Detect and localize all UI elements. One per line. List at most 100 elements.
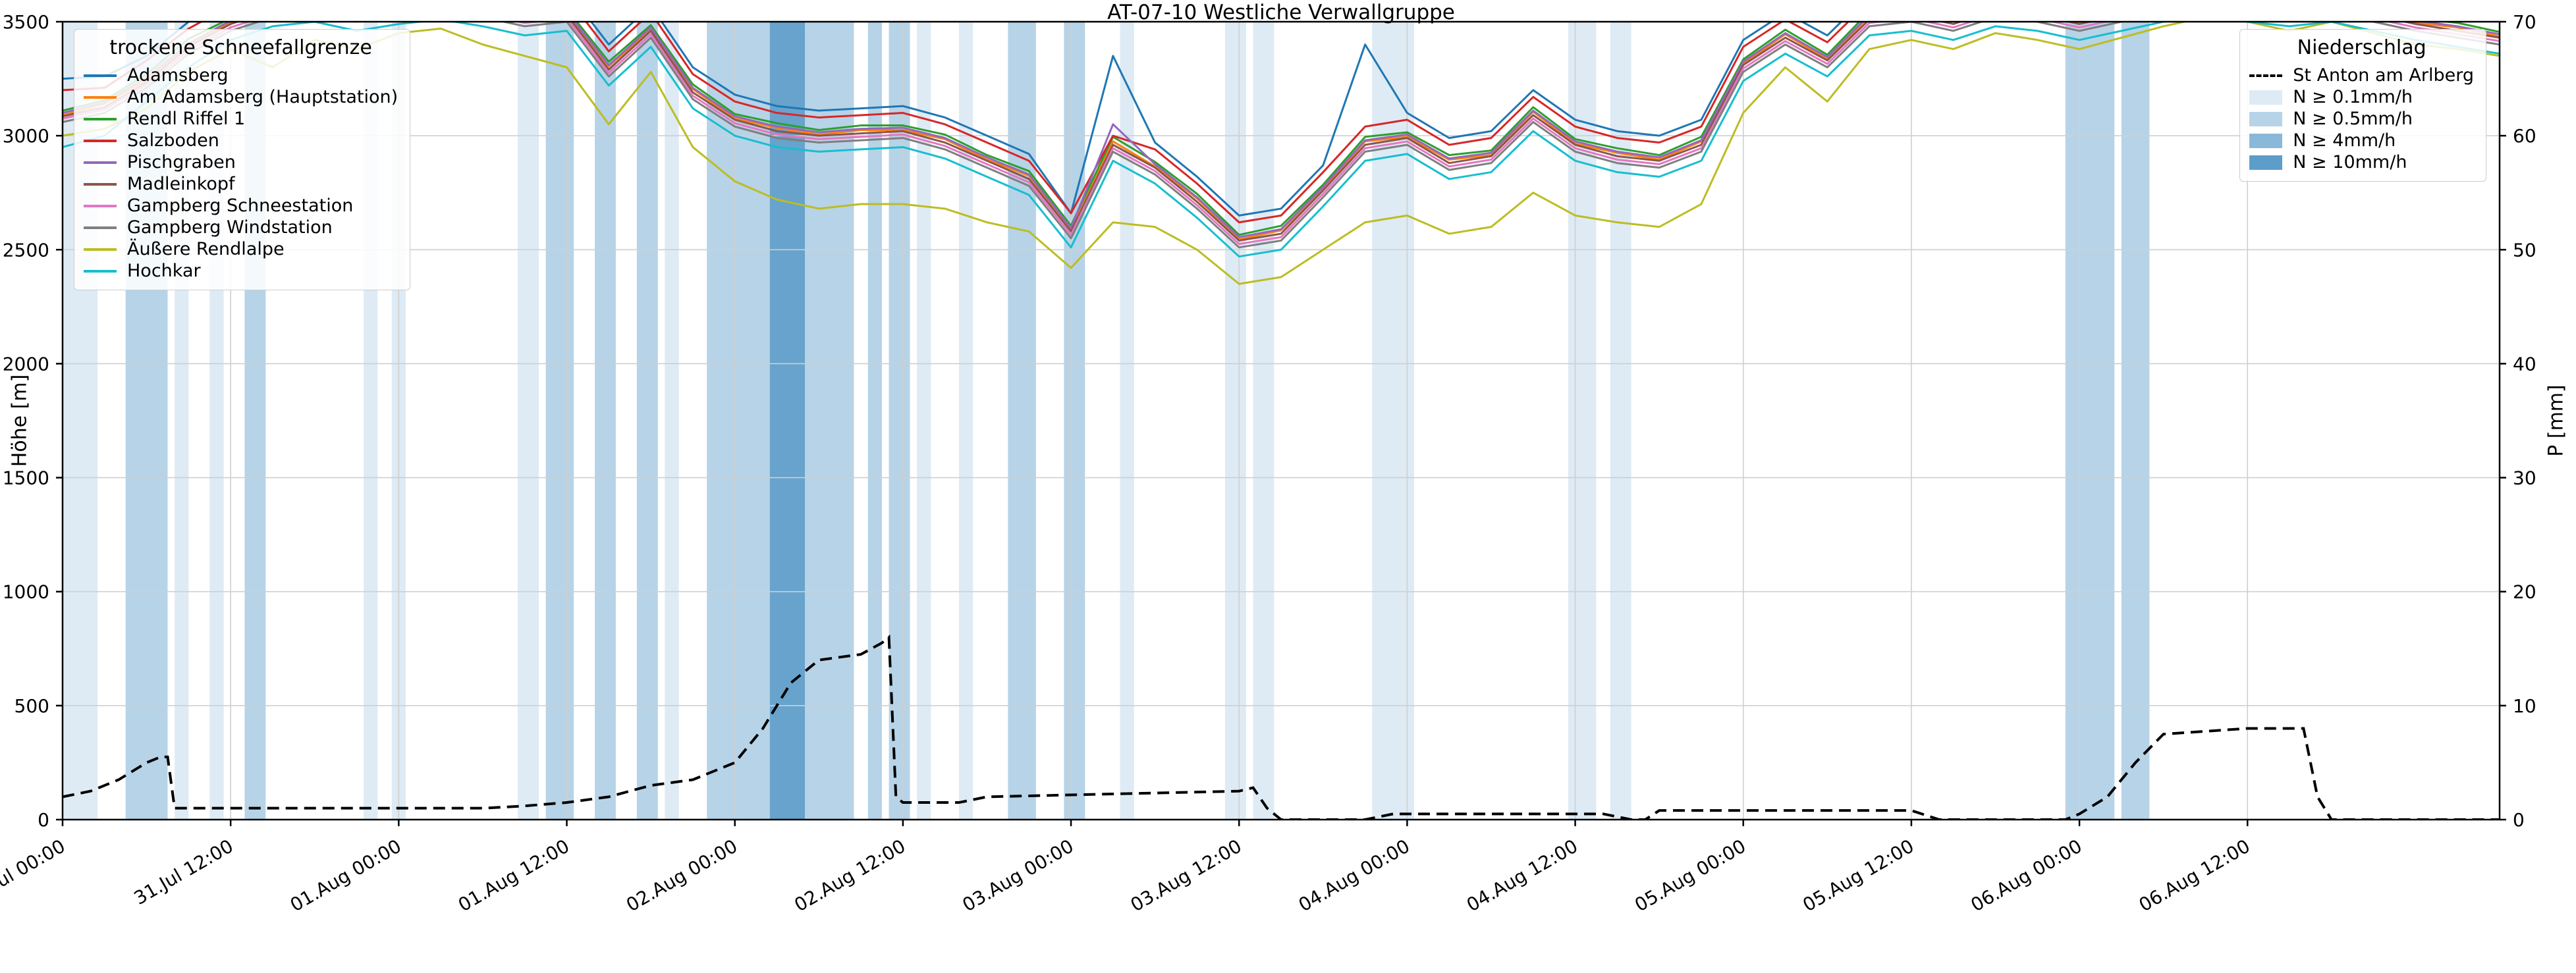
- y-left-tick-label: 2000: [3, 353, 49, 375]
- y-right-tick-label: 50: [2513, 239, 2536, 261]
- precip-band: [769, 22, 806, 820]
- series-line-am-adamsberg-hauptstation: [63, 22, 2500, 241]
- precip-band: [2121, 22, 2150, 820]
- series-line-adamsberg: [63, 22, 1843, 217]
- band-swatch-icon: [2249, 155, 2283, 170]
- precip-band: [636, 22, 658, 820]
- precip-band: [1253, 22, 1274, 820]
- precip-band: [518, 22, 539, 820]
- chart-title: AT-07-10 Westliche Verwallgruppe: [1107, 1, 1455, 24]
- y-axis-label-right: P [mm]: [2544, 384, 2568, 457]
- x-tick-label: 01.Aug 12:00: [454, 835, 573, 916]
- legend-item-n-0-1mm-h: N ≥ 0.1mm/h: [2249, 86, 2474, 108]
- y-axis-label-left: Höhe [m]: [8, 374, 32, 467]
- x-tick-label: 05.Aug 00:00: [1631, 835, 1749, 916]
- x-tick-label: 04.Aug 12:00: [1463, 835, 1581, 916]
- line-swatch-icon: [84, 248, 117, 251]
- x-tick-label: 06.Aug 00:00: [1967, 835, 2086, 916]
- line-swatch-icon: [84, 269, 117, 273]
- y-right-tick-label: 70: [2513, 11, 2536, 33]
- legend-item-n-0-1mm-h-label: N ≥ 0.1mm/h: [2293, 87, 2413, 107]
- line-swatch-icon: [84, 139, 117, 142]
- legend-item-n-10mm-h: N ≥ 10mm/h: [2249, 151, 2474, 173]
- legend-item-rendl-riffel-1: Rendl Riffel 1: [84, 108, 398, 130]
- y-right-tick-label: 40: [2513, 353, 2536, 375]
- legend-item-adamsberg-label: Adamsberg: [127, 65, 229, 86]
- precip-band: [665, 22, 679, 820]
- x-tick-label: 01.Aug 00:00: [287, 835, 405, 916]
- y-right-tick-label: 60: [2513, 125, 2536, 147]
- y-right-tick-label: 30: [2513, 467, 2536, 489]
- series-line-gampberg-windstation: [63, 22, 2500, 249]
- precip-band: [595, 22, 616, 820]
- legend-item-gampberg-schneestation-label: Gampberg Schneestation: [127, 196, 354, 216]
- snowline-series: [63, 22, 2500, 285]
- x-tick-label: 05.Aug 12:00: [1799, 835, 1917, 916]
- legend-item-am-adamsberg-hauptstation-label: Am Adamsberg (Hauptstation): [127, 87, 398, 107]
- series-line-hochkar: [63, 22, 2500, 258]
- snowline-legend-items: Adamsberg Am Adamsberg (Hauptstation) Rend…: [84, 65, 398, 282]
- line-swatch-icon: [84, 182, 117, 186]
- y-left-tick-label: 1000: [3, 581, 49, 603]
- precip-band: [1568, 22, 1597, 820]
- legend-item-gampberg-schneestation: Gampberg Schneestation: [84, 195, 398, 217]
- legend-item-salzboden-label: Salzboden: [127, 130, 219, 151]
- legend-item-rendl-riffel-1-label: Rendl Riffel 1: [127, 109, 246, 129]
- legend-item-n-0-5mm-h-label: N ≥ 0.5mm/h: [2293, 109, 2413, 129]
- precip-band: [1610, 22, 1631, 820]
- y-left-tick-label: 3000: [3, 125, 49, 147]
- line-swatch-icon: [84, 74, 117, 77]
- x-tick-label: 31.Jul 00:00: [0, 835, 69, 909]
- tick-marks: [56, 20, 2506, 826]
- precip-band: [1064, 22, 1085, 820]
- snowline-legend: trockene Schneefallgrenze Adamsberg Am Ad…: [74, 29, 411, 290]
- legend-item-n-4mm-h: N ≥ 4mm/h: [2249, 130, 2474, 151]
- x-tick-label: 31.Jul 12:00: [130, 835, 237, 909]
- precip-legend-items: St Anton am Arlberg N ≥ 0.1mm/h N ≥ 0.5mm/…: [2249, 65, 2474, 173]
- y-left-tick-label: 2500: [3, 239, 49, 261]
- y-left-tick-label: 500: [14, 695, 49, 717]
- legend-item-madleinkopf: Madleinkopf: [84, 173, 398, 195]
- precip-band: [1008, 22, 1036, 820]
- line-swatch-icon: [84, 117, 117, 120]
- band-swatch-icon: [2249, 111, 2283, 126]
- legend-item-u-ere-rendlalpe-label: Äußere Rendlalpe: [127, 239, 285, 259]
- y-right-tick-label: 0: [2513, 809, 2525, 831]
- line-swatch-icon: [84, 204, 117, 207]
- legend-item-salzboden: Salzboden: [84, 130, 398, 151]
- legend-item-n-0-5mm-h: N ≥ 0.5mm/h: [2249, 108, 2474, 130]
- legend-item-u-ere-rendlalpe: Äußere Rendlalpe: [84, 238, 398, 260]
- legend-item-am-adamsberg-hauptstation: Am Adamsberg (Hauptstation): [84, 86, 398, 108]
- legend-item-gampberg-windstation: Gampberg Windstation: [84, 217, 398, 238]
- y-left-tick-label: 0: [38, 809, 49, 831]
- dashed-line-swatch-icon: [2249, 74, 2283, 77]
- y-right-tick-label: 10: [2513, 695, 2536, 717]
- series-line-salzboden: [63, 22, 1850, 224]
- x-tick-label: 06.Aug 12:00: [2135, 835, 2254, 916]
- series-line-madleinkopf: [63, 22, 2500, 242]
- x-tick-label: 02.Aug 12:00: [790, 835, 909, 916]
- precip-band: [889, 22, 910, 820]
- legend-item-pischgraben-label: Pischgraben: [127, 152, 236, 172]
- precip-band: [1120, 22, 1134, 820]
- legend-item-n-10mm-h-label: N ≥ 10mm/h: [2293, 152, 2407, 172]
- precip-band: [545, 22, 574, 820]
- legend-item-hochkar-label: Hochkar: [127, 261, 201, 281]
- legend-item-adamsberg: Adamsberg: [84, 65, 398, 86]
- legend-item-st-anton-am-arlberg-label: St Anton am Arlberg: [2293, 65, 2474, 86]
- precip-legend-title: Niederschlag: [2297, 36, 2426, 59]
- y-left-tick-label: 3500: [3, 11, 49, 33]
- line-swatch-icon: [84, 95, 117, 99]
- precip-band: [2065, 22, 2115, 820]
- precip-line-st-anton-am-arlberg: [63, 634, 2500, 820]
- legend-item-madleinkopf-label: Madleinkopf: [127, 174, 235, 194]
- series-line-rendl-riffel-1: [63, 22, 2500, 236]
- band-swatch-icon: [2249, 90, 2283, 105]
- legend-item-n-4mm-h-label: N ≥ 4mm/h: [2293, 130, 2396, 151]
- precip-band: [867, 22, 882, 820]
- x-tick-label: 04.Aug 00:00: [1295, 835, 1413, 916]
- x-tick-label: 03.Aug 12:00: [1127, 835, 1246, 916]
- precip-band: [1224, 22, 1246, 820]
- series-line-u-ere-rendlalpe: [63, 22, 2500, 285]
